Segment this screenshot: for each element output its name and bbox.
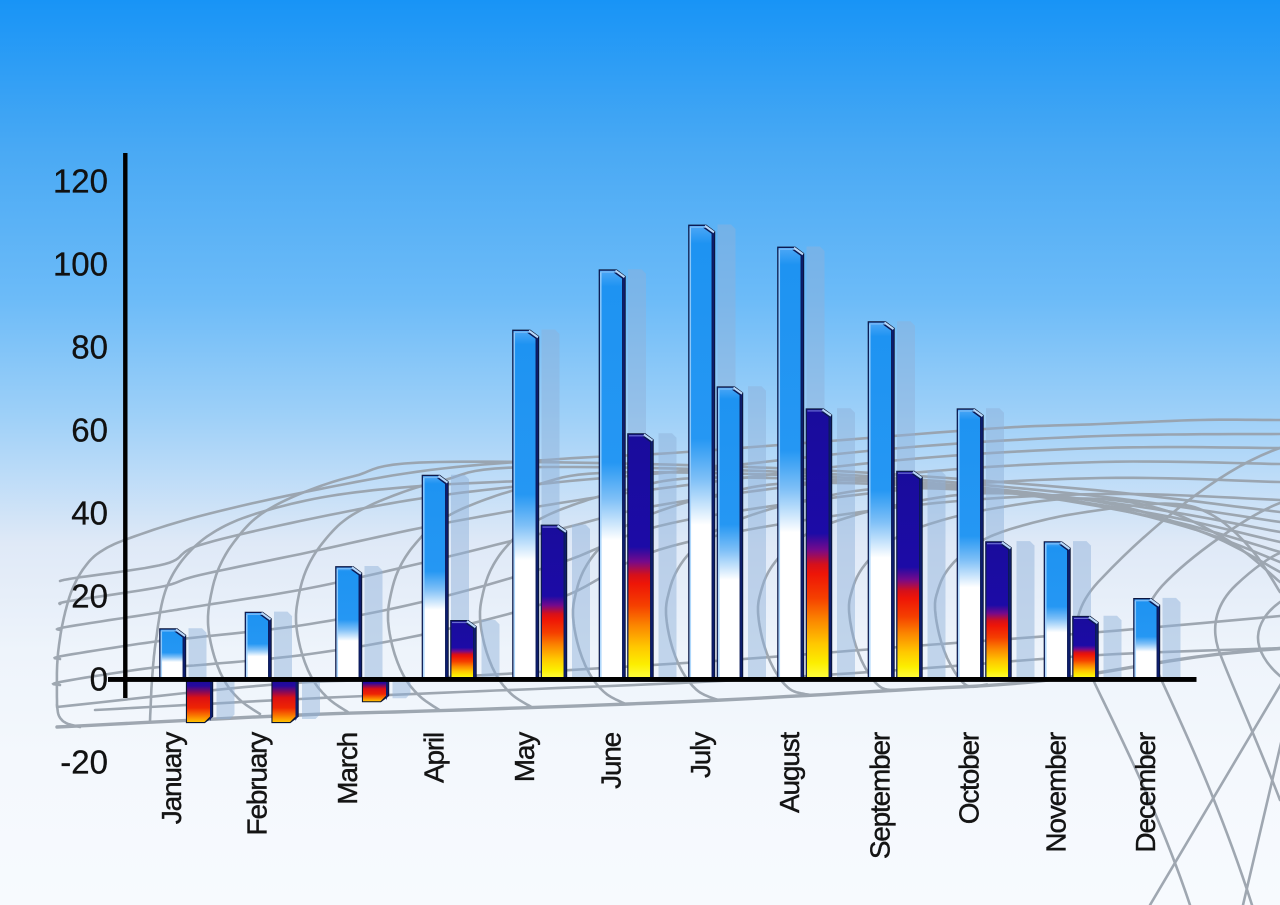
svg-text:July: July bbox=[685, 732, 716, 778]
svg-text:April: April bbox=[419, 733, 450, 783]
svg-text:May: May bbox=[509, 732, 540, 782]
svg-text:80: 80 bbox=[71, 329, 108, 366]
svg-text:-20: -20 bbox=[60, 744, 108, 781]
svg-text:0: 0 bbox=[90, 661, 108, 698]
svg-text:January: January bbox=[156, 732, 187, 824]
svg-text:December: December bbox=[1130, 732, 1161, 852]
svg-text:August: August bbox=[774, 732, 805, 813]
svg-text:November: November bbox=[1041, 732, 1072, 852]
svg-text:June: June bbox=[596, 732, 627, 789]
svg-text:60: 60 bbox=[71, 412, 108, 449]
svg-text:March: March bbox=[332, 733, 363, 805]
svg-text:100: 100 bbox=[53, 246, 108, 283]
svg-text:September: September bbox=[865, 732, 896, 859]
svg-text:October: October bbox=[954, 732, 985, 824]
svg-text:40: 40 bbox=[71, 495, 108, 532]
svg-text:120: 120 bbox=[53, 163, 108, 200]
svg-text:20: 20 bbox=[71, 578, 108, 615]
svg-text:February: February bbox=[242, 732, 273, 836]
